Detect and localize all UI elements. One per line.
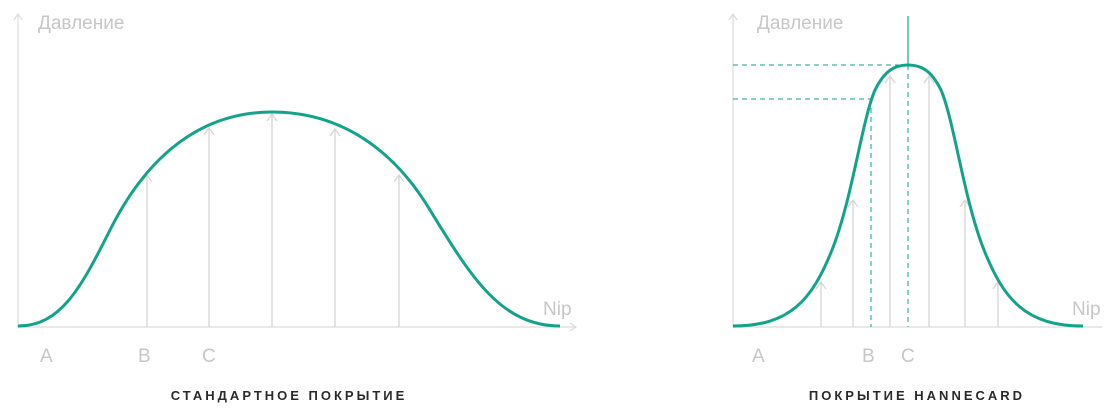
- point-label-a: A: [40, 346, 53, 367]
- arrowhead-icon: [884, 74, 896, 84]
- arrowhead-icon: [329, 127, 341, 137]
- arrowhead-icon: [923, 74, 935, 84]
- pressure-arrows: [815, 74, 1004, 327]
- arrowhead-icon: [847, 198, 859, 208]
- pressure-curve: [732, 63, 1084, 328]
- point-label-c: C: [202, 346, 216, 367]
- y-axis-arrow-icon: [728, 12, 738, 21]
- arrowhead-icon: [203, 126, 215, 136]
- y-axis-label: Давление: [757, 13, 843, 34]
- point-label-b: B: [138, 346, 151, 367]
- x-axis-label: Nip: [543, 299, 572, 320]
- hannecard-coating-panel: Давление Nip A B C ПОКРЫТИЕ HANNECARD: [728, 12, 1102, 403]
- point-label-c: C: [901, 346, 915, 367]
- point-label-b: B: [862, 346, 875, 367]
- x-axis-label: Nip: [1072, 299, 1101, 320]
- x-axis-arrow-icon: [569, 322, 578, 332]
- panel-caption: СТАНДАРТНОЕ ПОКРЫТИЕ: [171, 388, 408, 403]
- point-label-a: A: [752, 346, 765, 367]
- y-axis-label: Давление: [38, 13, 124, 34]
- pressure-arrows: [141, 112, 405, 327]
- standard-coating-panel: Давление Nip A B C СТАНДАРТНОЕ ПОКРЫТИЕ: [13, 12, 578, 403]
- arrowhead-icon: [266, 112, 278, 122]
- pressure-curve: [17, 110, 561, 328]
- arrowhead-icon: [393, 173, 405, 183]
- panel-caption: ПОКРЫТИЕ HANNECARD: [809, 388, 1025, 403]
- arrowhead-icon: [815, 280, 827, 290]
- y-axis-arrow-icon: [13, 12, 23, 21]
